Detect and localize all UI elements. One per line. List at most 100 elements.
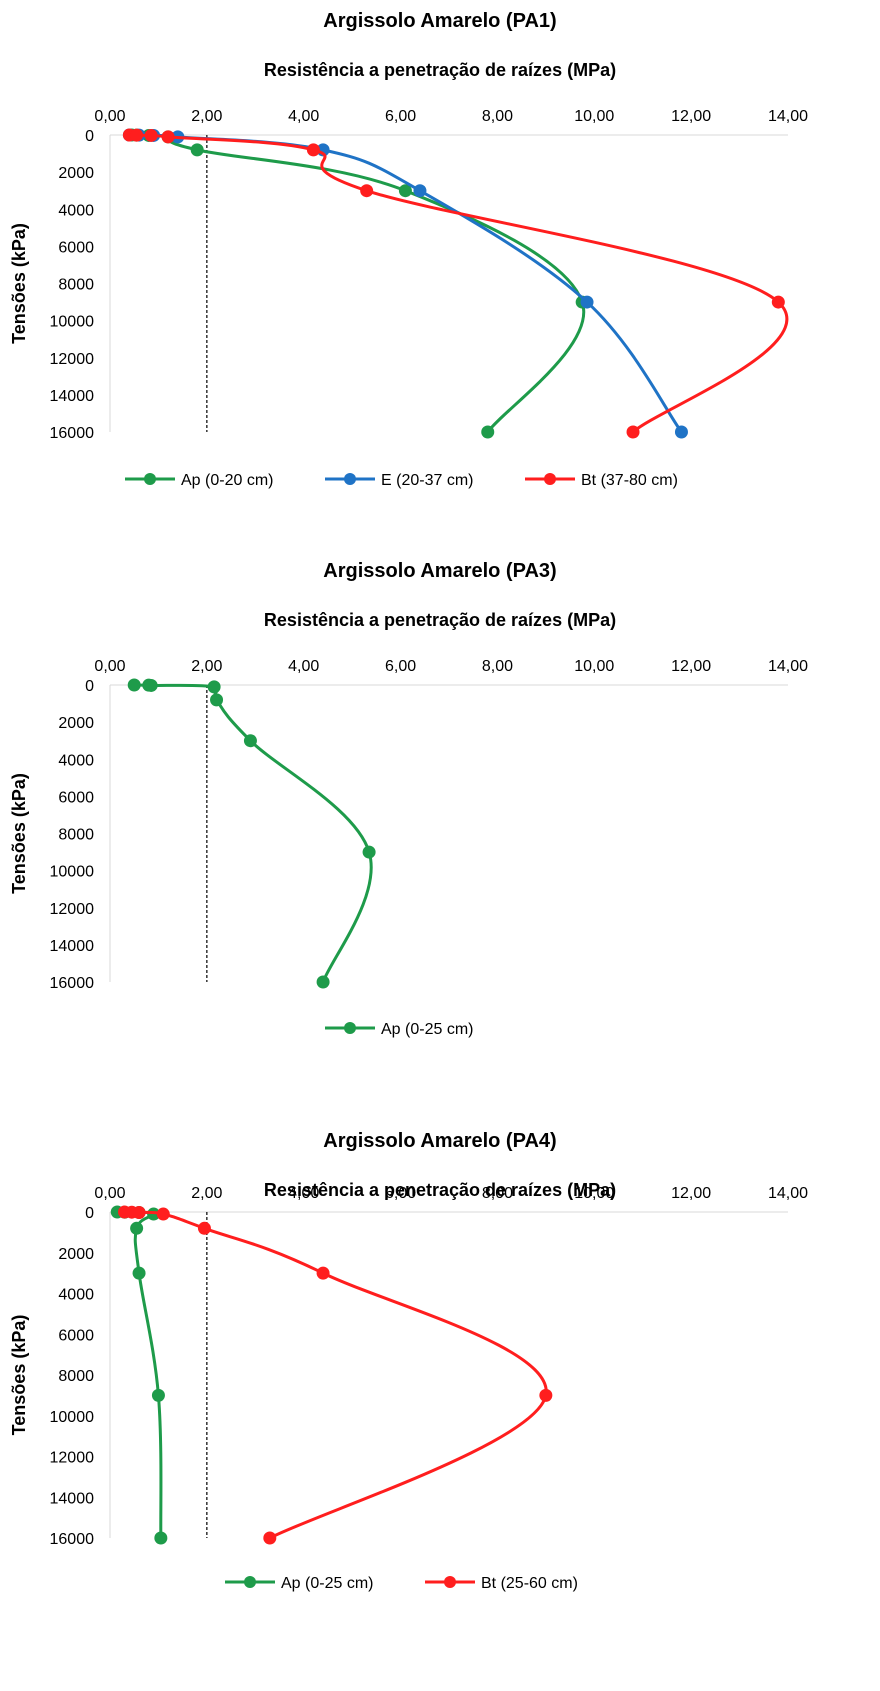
y-tick-label: 0 (85, 678, 94, 695)
series-line (129, 133, 683, 433)
data-point (130, 128, 144, 142)
y-tick-label: 2000 (58, 1246, 94, 1263)
y-tick-label: 2000 (58, 165, 94, 182)
y-tick-label: 8000 (58, 277, 94, 294)
x-tick-label: 8,00 (482, 108, 513, 125)
data-point (316, 1266, 330, 1280)
data-point (626, 425, 640, 439)
data-point (132, 1266, 146, 1280)
chart-pa1: Argissolo Amarelo (PA1) Resistência a pe… (0, 0, 880, 520)
legend-marker (244, 1576, 256, 1588)
x-tick-label: 0,00 (94, 658, 125, 675)
chart-subtitle: Resistência a penetração de raízes (MPa) (263, 60, 617, 80)
x-tick-label: 2,00 (191, 1185, 222, 1202)
data-point (130, 1221, 144, 1235)
y-tick-label: 4000 (58, 202, 94, 219)
y-tick-label: 14000 (50, 388, 95, 405)
y-tick-label: 12000 (50, 351, 95, 368)
data-point (132, 1206, 146, 1220)
data-point (207, 680, 221, 694)
legend-label: Ap (0-20 cm) (181, 472, 273, 489)
y-axis-label: Tensões (kPa) (9, 1315, 29, 1436)
data-point (127, 678, 141, 692)
y-tick-label: 4000 (58, 1287, 94, 1304)
y-tick-label: 14000 (50, 1490, 95, 1507)
y-tick-label: 2000 (58, 715, 94, 732)
data-point (413, 184, 427, 198)
legend-marker (344, 473, 356, 485)
series-line (124, 1210, 548, 1540)
data-point (539, 1388, 553, 1402)
x-tick-label: 14,00 (768, 1185, 808, 1202)
y-tick-label: 14000 (50, 938, 95, 955)
data-point (154, 1531, 168, 1545)
y-tick-label: 10000 (50, 1409, 95, 1426)
y-tick-label: 0 (85, 128, 94, 145)
y-tick-label: 12000 (50, 1450, 95, 1467)
data-point (316, 975, 330, 989)
chart-title: Argissolo Amarelo (PA1) (323, 10, 557, 32)
y-tick-label: 0 (85, 1205, 94, 1222)
series-line (131, 133, 586, 433)
y-tick-label: 16000 (50, 1531, 95, 1548)
chart-subtitle: Resistência a penetração de raízes (MPa) (263, 1180, 617, 1200)
series-line (117, 1210, 163, 1539)
data-point (263, 1531, 277, 1545)
legend-label: Bt (25-60 cm) (481, 1575, 578, 1592)
x-tick-label: 14,00 (768, 108, 808, 125)
chart-subtitle: Resistência a penetração de raízes (MPa) (263, 610, 617, 630)
legend-marker (144, 473, 156, 485)
data-point (362, 845, 376, 859)
series-line (129, 133, 789, 434)
x-tick-label: 8,00 (482, 658, 513, 675)
data-point (197, 1221, 211, 1235)
x-tick-label: 10,00 (574, 108, 614, 125)
y-tick-label: 4000 (58, 752, 94, 769)
y-tick-label: 6000 (58, 239, 94, 256)
x-tick-label: 14,00 (768, 658, 808, 675)
x-tick-label: 12,00 (671, 1185, 711, 1202)
x-tick-label: 0,00 (94, 108, 125, 125)
y-tick-label: 10000 (50, 314, 95, 331)
x-tick-label: 10,00 (574, 658, 614, 675)
chart-title: Argissolo Amarelo (PA3) (323, 560, 557, 582)
y-tick-label: 6000 (58, 1327, 94, 1344)
y-axis-label: Tensões (kPa) (9, 223, 29, 344)
x-tick-label: 6,00 (385, 1185, 416, 1202)
data-point (210, 693, 224, 707)
y-tick-label: 6000 (58, 789, 94, 806)
y-tick-label: 16000 (50, 975, 95, 992)
y-tick-label: 8000 (58, 1368, 94, 1385)
data-point (481, 425, 495, 439)
x-tick-label: 6,00 (385, 108, 416, 125)
x-tick-label: 8,00 (482, 1185, 513, 1202)
x-tick-label: 4,00 (288, 108, 319, 125)
x-tick-label: 10,00 (574, 1185, 614, 1202)
data-point (360, 184, 374, 198)
chart-plot: 0,00 2,00 4,00 6,00 8,00 10,00 12,00 14,00 0 2000… (9, 658, 808, 1038)
chart-pa4: Argissolo Amarelo (PA4) Resistência a pe… (0, 1120, 880, 1691)
series-line (134, 683, 373, 983)
legend-label: Ap (0-25 cm) (381, 1021, 473, 1038)
y-axis-label: Tensões (kPa) (9, 773, 29, 894)
x-tick-label: 2,00 (191, 108, 222, 125)
data-point (674, 425, 688, 439)
data-point (151, 1388, 165, 1402)
y-tick-label: 10000 (50, 864, 95, 881)
y-tick-label: 12000 (50, 901, 95, 918)
data-point (190, 143, 204, 157)
data-point (144, 128, 158, 142)
data-point (243, 734, 257, 748)
data-point (144, 678, 158, 692)
y-tick-label: 16000 (50, 425, 95, 442)
legend-label: Bt (37-80 cm) (581, 472, 678, 489)
legend-label: E (20-37 cm) (381, 472, 473, 489)
data-point (398, 184, 412, 198)
legend-marker (444, 1576, 456, 1588)
chart-title: Argissolo Amarelo (PA4) (323, 1130, 557, 1152)
x-tick-label: 12,00 (671, 108, 711, 125)
x-tick-label: 12,00 (671, 658, 711, 675)
legend-marker (544, 473, 556, 485)
x-tick-label: 4,00 (288, 1185, 319, 1202)
x-tick-label: 6,00 (385, 658, 416, 675)
